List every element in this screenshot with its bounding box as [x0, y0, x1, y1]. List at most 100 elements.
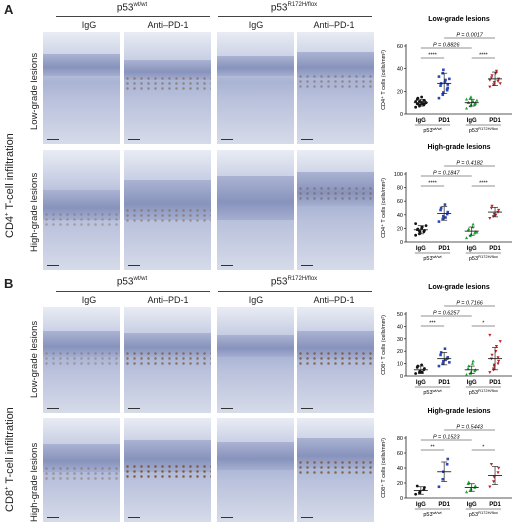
- data-point: [439, 206, 443, 210]
- y-tick-label: 80: [397, 186, 403, 192]
- data-point: [497, 466, 501, 470]
- data-point: [420, 363, 424, 367]
- significance-annotation: **: [430, 445, 435, 451]
- micrograph-a-high-mut-igg: [217, 150, 294, 270]
- x-tick-label: IgG: [416, 246, 426, 252]
- panel-b-row-high-label: High-grade lesions: [29, 442, 40, 522]
- y-tick-label: 40: [397, 466, 403, 472]
- significance-annotation: P = 0.7166: [456, 301, 483, 307]
- data-point: [424, 224, 428, 228]
- micrograph-b-low-mut-igg: [217, 307, 294, 413]
- data-point: [475, 98, 479, 102]
- data-point: [445, 212, 449, 216]
- chart-title: Low-grade lesions: [428, 16, 490, 23]
- data-point: [441, 217, 445, 221]
- significance-annotation: P = 0.8826: [433, 43, 460, 49]
- data-point: [441, 362, 445, 365]
- x-tick-label: IgG: [416, 380, 426, 386]
- data-point: [498, 82, 502, 86]
- significance-annotation: ****: [479, 181, 488, 187]
- panel-a-letter: A: [4, 2, 14, 17]
- micrograph-b-high-wt-igg: [43, 418, 120, 522]
- data-point: [488, 371, 492, 374]
- significance-annotation: P = 0.5443: [456, 425, 483, 431]
- chart-title: High-grade lesions: [427, 144, 490, 151]
- y-tick-label: 20: [397, 226, 403, 232]
- data-point: [437, 75, 441, 78]
- group-label: p53R172H/flox: [469, 254, 498, 262]
- data-point: [423, 367, 426, 370]
- micrograph-a-low-wt-pd1: [124, 32, 211, 144]
- significance-annotation: *: [482, 445, 485, 451]
- y-tick-label: 60: [397, 199, 403, 205]
- data-point: [488, 78, 492, 82]
- micrograph-b-low-wt-pd1: [124, 307, 211, 413]
- data-point: [420, 225, 424, 229]
- chart-title: High-grade lesions: [427, 408, 490, 415]
- data-point: [420, 370, 424, 374]
- data-point: [471, 359, 475, 363]
- data-point: [444, 216, 447, 219]
- data-point: [439, 208, 442, 212]
- panel-a-side-label: CD4+ T-cell infiltration: [4, 133, 16, 238]
- data-point: [416, 96, 420, 100]
- x-tick-label: PD1: [438, 502, 450, 508]
- group-label: p53wt/wt: [423, 254, 442, 262]
- data-point: [442, 91, 445, 94]
- significance-annotation: P = 0.1523: [433, 435, 460, 441]
- data-point: [467, 227, 471, 231]
- data-point: [490, 204, 494, 208]
- y-tick-label: 0: [400, 240, 403, 246]
- y-tick-label: 0: [400, 374, 403, 380]
- x-tick-label: PD1: [489, 118, 501, 124]
- data-point: [492, 83, 496, 87]
- y-tick-label: 20: [397, 481, 403, 487]
- y-tick-label: 0: [400, 112, 403, 118]
- data-point: [437, 96, 441, 100]
- data-point: [464, 490, 469, 494]
- panel-a-row-low-label: Low-grade lesions: [29, 52, 40, 130]
- data-point: [446, 457, 450, 461]
- chart-cd4-low-grade: Low-grade lesions CD4⁺ T cells (cells/mm²…: [380, 16, 512, 134]
- significance-annotation: P = 0.6257: [433, 311, 460, 317]
- group-label: p53wt/wt: [423, 388, 442, 396]
- data-point: [437, 485, 441, 489]
- micrograph-b-high-wt-pd1: [124, 418, 211, 522]
- data-point: [489, 463, 494, 466]
- significance-annotation: *: [482, 321, 485, 327]
- data-point: [443, 203, 447, 206]
- x-tick-label: IgG: [416, 502, 426, 508]
- data-point: [464, 106, 469, 110]
- chart-cd4-high-grade: High-grade lesions CD4⁺ T cells (cells/mm…: [380, 144, 512, 262]
- group-label: p53R172H/flox: [469, 388, 498, 396]
- data-point: [445, 87, 449, 91]
- data-point: [414, 105, 418, 109]
- x-tick-label: IgG: [467, 246, 477, 252]
- data-point: [488, 217, 492, 220]
- x-tick-label: PD1: [438, 380, 450, 386]
- data-point: [473, 103, 477, 107]
- data-point: [442, 214, 445, 218]
- micrograph-a-low-mut-igg: [217, 32, 294, 144]
- y-tick-label: 60: [397, 44, 403, 50]
- panel-b-side-label: CD8+ T-cell infiltration: [4, 407, 16, 512]
- x-tick-label: PD1: [438, 118, 450, 124]
- data-point: [492, 367, 496, 371]
- panel-b-col-igg-2: IgG: [248, 295, 264, 305]
- panel-b-col-igg-1: IgG: [81, 295, 97, 305]
- panel-a-group-right-line: [218, 16, 372, 17]
- x-tick-label: PD1: [489, 246, 501, 252]
- data-point: [414, 372, 418, 375]
- micrograph-a-high-wt-igg: [43, 150, 120, 270]
- panel-b-col-pd1-2: Anti–PD-1: [313, 295, 355, 305]
- data-point: [464, 97, 469, 101]
- data-point: [494, 69, 499, 73]
- y-tick-label: 20: [397, 89, 403, 95]
- data-point: [437, 364, 441, 368]
- data-point: [470, 361, 475, 365]
- data-point: [464, 236, 469, 240]
- data-point: [437, 220, 441, 223]
- panel-a-row-high-label: High-grade lesions: [29, 172, 40, 252]
- data-point: [441, 477, 445, 481]
- y-axis-label: CD4⁺ T cells (cells/mm²): [380, 178, 387, 238]
